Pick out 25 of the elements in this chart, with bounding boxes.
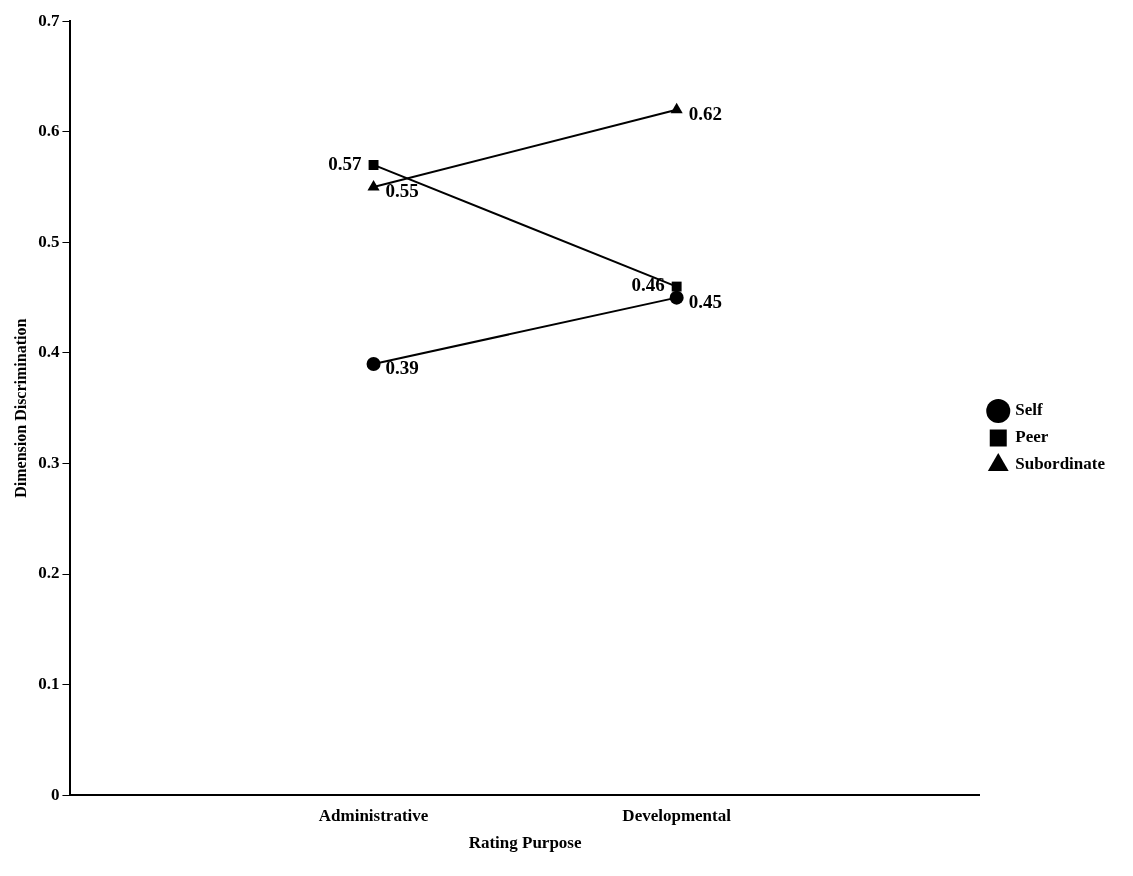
data-label: 0.62	[688, 102, 722, 124]
y-tick-label: 0.4	[38, 342, 60, 362]
legend-label: Peer	[1015, 427, 1049, 447]
data-label: 0.39	[385, 356, 419, 378]
y-axis-title: Dimension Discrimination	[11, 318, 29, 498]
point	[368, 159, 379, 170]
point	[366, 356, 381, 371]
data-label: 0.57	[328, 152, 363, 174]
x-tick-label: Developmental	[622, 805, 732, 825]
point	[671, 281, 682, 292]
data-label: 0.55	[385, 179, 419, 201]
point	[669, 290, 684, 305]
legend-label: Subordinate	[1015, 454, 1106, 474]
y-tick-label: 0.6	[38, 121, 60, 141]
data-label: 0.46	[631, 274, 665, 296]
y-tick-label: 0.7	[38, 10, 60, 30]
y-tick-label: 0.1	[38, 674, 60, 694]
y-tick-label: 0.3	[38, 452, 60, 472]
y-tick-label: 0	[50, 784, 60, 804]
legend-label: Self	[1015, 400, 1043, 420]
x-axis-title: Rating Purpose	[468, 833, 582, 853]
x-tick-label: Administrative	[318, 805, 429, 825]
y-tick-label: 0.2	[38, 563, 60, 583]
y-tick-label: 0.5	[38, 231, 60, 251]
data-label: 0.45	[688, 290, 722, 312]
